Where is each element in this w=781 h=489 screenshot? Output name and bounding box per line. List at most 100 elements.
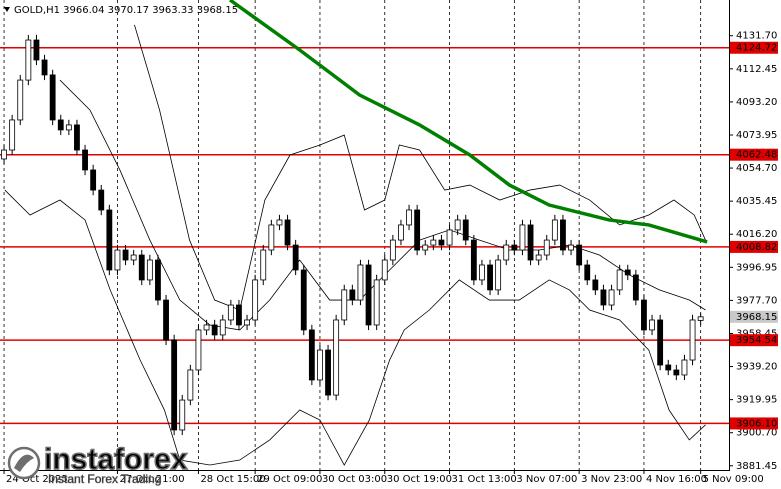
candle-body — [9, 119, 16, 151]
candle-body — [551, 219, 558, 241]
level-label-box — [730, 240, 778, 253]
candle-body — [284, 219, 291, 246]
level-label-box — [730, 41, 778, 54]
candle-body — [227, 304, 234, 321]
x-tick-label: 31 Oct 13:00 — [452, 474, 517, 485]
x-tick-label: 30 Oct 19:00 — [387, 474, 452, 485]
candle-body — [673, 369, 680, 376]
candle-body — [389, 239, 396, 261]
candle-body — [657, 319, 664, 366]
candle-body — [341, 289, 348, 321]
x-tick-label: 30 Oct 03:00 — [322, 474, 387, 485]
candle-body — [568, 244, 574, 251]
candle-body — [373, 279, 380, 326]
y-tick-label: 3996.95 — [736, 262, 777, 273]
candle-body — [41, 59, 48, 76]
indicator-line — [229, 0, 708, 244]
candle-body — [268, 224, 275, 251]
watermark: instaforex Instant Forex Trading — [7, 442, 188, 486]
candle-body — [479, 264, 485, 281]
candle-body — [535, 254, 542, 261]
candle-body — [454, 219, 461, 231]
y-tick-label: 4112.45 — [736, 64, 777, 75]
candle-body — [592, 279, 599, 291]
logo-swoosh — [14, 454, 34, 472]
candle-body — [438, 239, 445, 246]
candle-body — [430, 239, 437, 246]
x-tick-label: 3 Nov 23:00 — [581, 474, 642, 485]
candle-body — [616, 269, 623, 291]
indicator-layer — [4, 0, 708, 466]
x-tick-label: 24 Oct 2025 — [6, 474, 68, 485]
last-price-box — [730, 310, 778, 323]
candle-body — [641, 299, 647, 331]
y-tick-label: 3958.45 — [736, 328, 777, 339]
candle-body — [211, 324, 218, 336]
candle-body — [560, 219, 566, 251]
level-label-box — [730, 148, 778, 161]
candle-body — [462, 219, 469, 241]
candle-body — [25, 39, 32, 81]
candle-body — [187, 369, 194, 401]
candle-body — [65, 124, 72, 131]
candle-body — [171, 339, 178, 431]
x-tick-label: 28 Oct 15:00 — [200, 474, 265, 485]
y-tick-label: 3919.95 — [736, 395, 777, 406]
x-tick-label: 29 Oct 09:00 — [257, 474, 322, 485]
candle-body — [325, 349, 331, 396]
candle-body — [487, 264, 493, 291]
candle-body — [333, 319, 340, 396]
candle-body — [82, 149, 88, 171]
candle-body — [349, 289, 356, 301]
indicator-line — [4, 189, 706, 466]
candle-body — [57, 119, 64, 131]
grid-layer — [3, 0, 702, 470]
candle-body — [446, 229, 453, 246]
y-tick-label: 3881.45 — [736, 461, 777, 472]
candle-body — [681, 359, 688, 376]
x-tick-label: 5 Nov 09:00 — [703, 474, 764, 485]
y-tick-label: 3977.70 — [736, 295, 777, 306]
candle-body — [244, 319, 250, 326]
candle-body — [114, 249, 121, 271]
candle-body — [292, 244, 299, 271]
title-icon — [4, 7, 10, 12]
x-tick-label: 4 Nov 16:00 — [646, 474, 707, 485]
candle-body — [90, 169, 97, 191]
watermark-tagline: Instant Forex Trading — [48, 472, 161, 486]
candle-body — [317, 349, 323, 381]
y-tick-label: 4131.70 — [736, 31, 777, 42]
level-label: 3954.54 — [736, 335, 777, 346]
candle-body — [422, 244, 429, 251]
candle-body — [543, 239, 550, 256]
y-tick-label: 4093.20 — [736, 97, 777, 108]
candle-body — [130, 254, 137, 261]
candle-body — [511, 244, 518, 251]
y-tick-label: 3939.20 — [736, 362, 777, 373]
candle-body — [414, 209, 421, 251]
indicator-line — [59, 79, 706, 331]
candle-body — [665, 364, 672, 371]
candle-body — [495, 259, 502, 291]
candle-body — [49, 74, 56, 121]
candle-body — [122, 249, 129, 261]
watermark-brand: instaforex — [44, 443, 188, 476]
candle-body — [519, 224, 526, 251]
candle-body — [697, 316, 704, 321]
candle-body — [163, 299, 169, 341]
candle-body — [276, 219, 283, 226]
chart-title: GOLD,H1 3966.04 3970.17 3963.33 3968.15 — [14, 5, 238, 16]
candle-body — [381, 259, 388, 281]
y-tick-label: 4016.20 — [736, 229, 777, 240]
candle-body — [689, 319, 696, 361]
y-tick-label: 4035.45 — [736, 196, 777, 207]
candle-body — [195, 329, 202, 371]
candle-body — [365, 264, 372, 326]
level-label: 4062.48 — [736, 150, 777, 161]
y-tick-label: 4073.95 — [736, 130, 777, 141]
candle-body — [17, 79, 24, 121]
candle-body — [260, 249, 267, 281]
candle-body — [406, 209, 412, 226]
candle-body — [33, 39, 40, 61]
